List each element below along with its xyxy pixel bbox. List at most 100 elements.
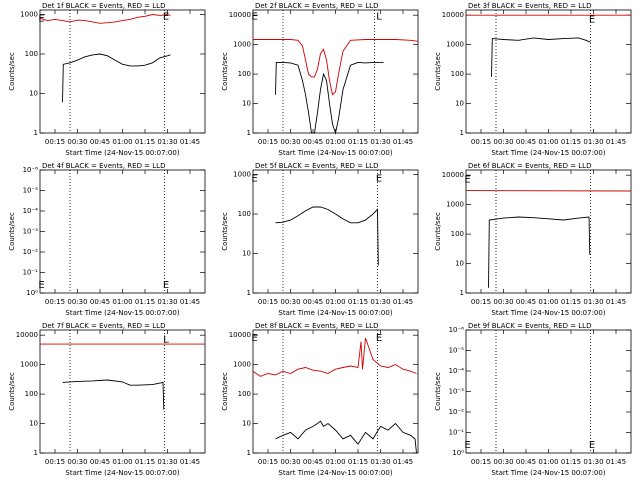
y-axis-label: Counts/sec — [8, 52, 16, 91]
x-tick-label: 00:30 — [67, 138, 87, 146]
series-line — [62, 53, 171, 103]
annotation: L — [163, 335, 169, 346]
x-tick-label: 00:30 — [67, 298, 87, 306]
x-tick-label: 00:30 — [280, 458, 300, 466]
series-line — [275, 206, 379, 266]
y-tick-label: 10⁻² — [23, 248, 39, 256]
y-axis-label: Counts/sec — [8, 372, 16, 411]
annotation: E — [376, 173, 382, 184]
y-tick-label: 10000 — [442, 171, 464, 179]
x-tick-label: 00:30 — [493, 138, 513, 146]
x-tick-label: 01:00 — [325, 458, 345, 466]
y-tick-label: 100 — [238, 70, 251, 78]
x-tick-label: 00:15 — [45, 138, 65, 146]
series-line — [39, 14, 171, 24]
series-line — [252, 337, 417, 377]
x-tick-label: 01:00 — [538, 298, 558, 306]
y-tick-label: 10⁻³ — [449, 388, 465, 396]
x-tick-label: 01:45 — [606, 458, 626, 466]
panel-title: Det 9f BLACK = Events, RED = LLD — [468, 322, 591, 330]
x-axis-label: Start Time (24-Nov-15 00:07:00) — [491, 469, 605, 477]
y-axis-label: Counts/sec — [434, 212, 442, 251]
plot-frame — [252, 329, 419, 454]
y-tick-label: 100 — [238, 210, 251, 218]
annotation: E — [38, 13, 44, 24]
y-tick-label: 1000 — [20, 361, 38, 369]
y-tick-label: 1 — [247, 449, 251, 457]
y-tick-label: 10⁻⁵ — [449, 347, 465, 355]
annotation: E — [251, 333, 257, 344]
x-tick-label: 00:15 — [258, 458, 278, 466]
x-tick-label: 01:00 — [112, 298, 132, 306]
series-line — [275, 61, 384, 135]
panel-title: Det 7f BLACK = Events, RED = LLD — [42, 322, 165, 330]
x-axis-label: Start Time (24-Nov-15 00:07:00) — [278, 149, 392, 157]
x-tick-label: 01:00 — [325, 298, 345, 306]
y-axis-label: Counts/sec — [221, 372, 229, 411]
x-tick-label: 01:15 — [561, 138, 581, 146]
panel-title: Det 3f BLACK = Events, RED = LLD — [468, 2, 591, 10]
annotation: E — [163, 280, 169, 291]
panel-title: Det 2f BLACK = Events, RED = LLD — [255, 2, 378, 10]
plot-frame — [252, 9, 419, 134]
panel-title: Det 4f BLACK = Events, RED = LLD — [42, 162, 165, 170]
y-tick-label: 10 — [242, 250, 251, 258]
y-tick-label: 10 — [29, 90, 38, 98]
y-tick-label: 100 — [451, 70, 464, 78]
annotation: E — [589, 440, 595, 451]
x-tick-label: 00:45 — [303, 298, 323, 306]
x-tick-label: 01:15 — [348, 298, 368, 306]
y-tick-label: 10000 — [229, 331, 251, 339]
annotation: E — [38, 280, 44, 291]
x-axis-label: Start Time (24-Nov-15 00:07:00) — [491, 149, 605, 157]
x-axis-label: Start Time (24-Nov-15 00:07:00) — [278, 309, 392, 317]
x-tick-label: 00:30 — [67, 458, 87, 466]
annotation: E — [464, 440, 470, 451]
x-tick-label: 00:45 — [516, 458, 536, 466]
y-tick-label: 1000 — [20, 11, 38, 19]
y-tick-label: 10 — [29, 420, 38, 428]
plot-frame — [39, 9, 206, 134]
annotation: E — [464, 175, 470, 186]
x-tick-label: 01:30 — [583, 138, 603, 146]
x-tick-label: 01:15 — [135, 138, 155, 146]
plot-frame — [39, 169, 206, 294]
series-line — [491, 37, 591, 77]
x-tick-label: 01:45 — [393, 458, 413, 466]
plot-frame — [465, 169, 632, 294]
y-tick-label: 10⁻⁵ — [23, 187, 39, 195]
panel-title: Det 8f BLACK = Events, RED = LLD — [255, 322, 378, 330]
y-tick-label: 10⁻² — [449, 408, 465, 416]
y-tick-label: 100 — [451, 230, 464, 238]
x-tick-label: 00:30 — [493, 298, 513, 306]
y-tick-label: 1000 — [233, 41, 251, 49]
y-tick-label: 100 — [238, 390, 251, 398]
annotation: L — [376, 12, 382, 23]
x-axis-label: Start Time (24-Nov-15 00:07:00) — [65, 149, 179, 157]
x-tick-label: 01:45 — [606, 138, 626, 146]
x-tick-label: 01:45 — [180, 298, 200, 306]
x-tick-label: 00:45 — [303, 138, 323, 146]
x-tick-label: 00:15 — [45, 458, 65, 466]
panel-title: Det 5f BLACK = Events, RED = LLD — [255, 162, 378, 170]
y-tick-label: 100 — [25, 50, 38, 58]
x-tick-label: 01:15 — [348, 458, 368, 466]
x-tick-label: 01:30 — [157, 458, 177, 466]
y-tick-label: 10 — [455, 260, 464, 268]
y-tick-label: 1 — [34, 449, 38, 457]
plot-frame — [39, 329, 206, 454]
x-tick-label: 01:15 — [135, 298, 155, 306]
x-tick-label: 00:15 — [258, 138, 278, 146]
x-tick-label: 01:30 — [370, 458, 390, 466]
y-axis-label: Counts/sec — [434, 52, 442, 91]
x-tick-label: 00:15 — [471, 138, 491, 146]
series-line — [488, 216, 591, 288]
x-tick-label: 01:30 — [157, 298, 177, 306]
y-tick-label: 10 — [242, 100, 251, 108]
y-tick-label: 1 — [460, 289, 464, 297]
x-tick-label: 00:45 — [90, 458, 110, 466]
annotation: E — [163, 11, 169, 22]
y-axis-label: Counts/sec — [8, 212, 16, 251]
plot-frame — [465, 9, 632, 134]
x-tick-label: 00:15 — [258, 298, 278, 306]
